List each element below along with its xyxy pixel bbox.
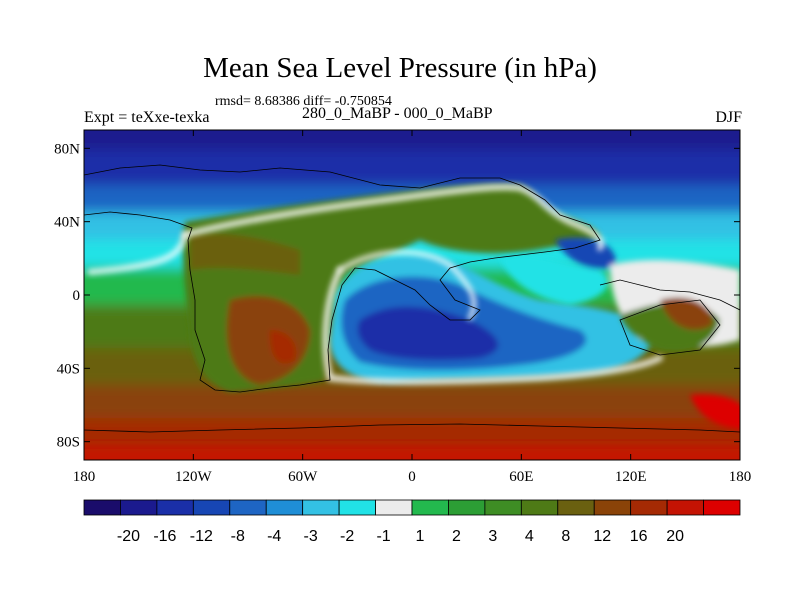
east-coastline <box>599 279 740 311</box>
colorbar-label: -12 <box>190 528 213 545</box>
y-tick-label: 40N <box>54 215 80 231</box>
colorbar-label: -16 <box>153 528 176 545</box>
east-continent-high <box>660 297 713 330</box>
continent-west-band <box>190 233 300 275</box>
y-tick-label: 80N <box>54 141 80 157</box>
tethys-ocean <box>330 255 653 383</box>
colorbar-swatch <box>557 499 595 516</box>
colorbar-swatch <box>593 499 632 516</box>
colorbar-label: 3 <box>488 528 497 545</box>
colorbar-swatch <box>156 499 194 516</box>
x-tick-label: 60W <box>288 469 318 485</box>
colorbar-swatch <box>83 499 121 516</box>
colorbar-swatch <box>229 499 267 516</box>
tethys-north-contour <box>337 249 477 321</box>
chart-title: Mean Sea Level Pressure (in hPa) <box>203 52 597 84</box>
difference-label: 280_0_MaBP - 000_0_MaBP <box>302 105 493 122</box>
north-shore-contour <box>182 184 605 251</box>
x-tick-label: 0 <box>408 469 416 485</box>
x-tick-label: 180 <box>73 469 96 485</box>
continent-core-high <box>269 330 297 364</box>
colorbar-swatch <box>448 499 486 516</box>
colorbar-swatch <box>375 499 413 516</box>
colorbar-label: 12 <box>593 528 611 545</box>
zero-contour <box>87 184 663 385</box>
colorbar-swatch <box>192 499 231 516</box>
southern-high-band <box>84 445 740 460</box>
coastline-outline <box>84 164 601 393</box>
y-tick-label: 40S <box>57 361 80 377</box>
colorbar-label: -8 <box>231 528 245 545</box>
colorbar-label: -1 <box>376 528 390 545</box>
east-island-outline <box>619 299 721 356</box>
colorbar-swatch <box>630 499 668 516</box>
colorbar: -20 -16 -12 -8 -4 -3 -2 -1 1 2 3 4 8 12 16 20 <box>83 499 741 545</box>
pangaea-landmass <box>182 183 600 392</box>
x-tick-label: 120E <box>615 469 647 485</box>
antarctic-coastline <box>84 423 740 433</box>
pressure-field <box>84 130 740 460</box>
x-tick-label: 60E <box>509 469 533 485</box>
colorbar-swatch <box>302 499 340 516</box>
stats-label: rmsd= 8.68386 diff= -0.750854 <box>215 94 392 109</box>
colorbar-swatch <box>703 499 741 516</box>
season-label: DJF <box>715 109 742 126</box>
colorbar-label: -3 <box>304 528 318 545</box>
colorbar-label: 8 <box>561 528 570 545</box>
x-tick-label: 120W <box>175 469 213 485</box>
west-shore-contour <box>87 232 188 275</box>
experiment-label: Expt = teXxe-texka <box>84 109 210 126</box>
colorbar-label: -4 <box>267 528 281 545</box>
band-north-polar <box>84 150 740 190</box>
colorbar-label: 16 <box>630 528 648 545</box>
colorbar-swatch <box>411 499 449 516</box>
x-tick-label: 180 <box>729 469 752 485</box>
colorbar-label: 4 <box>525 528 534 545</box>
colorbar-label: -2 <box>340 528 354 545</box>
colorbar-swatch <box>484 499 522 516</box>
colorbar-label: 20 <box>666 528 684 545</box>
colorbar-swatch <box>338 499 376 516</box>
band-south-mid <box>84 385 740 420</box>
east-gulf-cyan <box>500 255 609 305</box>
band-arctic <box>84 130 740 155</box>
colorbar-label: 1 <box>416 528 425 545</box>
colorbar-label: -20 <box>117 528 140 545</box>
y-tick-label: 80S <box>57 435 80 451</box>
colorbar-swatch <box>520 499 559 516</box>
y-tick-label: 0 <box>73 288 81 304</box>
colorbar-swatch <box>120 499 158 516</box>
southeast-max-high <box>690 394 740 430</box>
colorbar-swatch <box>265 499 304 516</box>
colorbar-swatch <box>666 499 704 516</box>
south-shore-contour <box>322 267 663 385</box>
colorbar-label: 2 <box>452 528 461 545</box>
x-axis: 180 120W 60W 0 60E 120E 180 <box>73 130 752 485</box>
y-axis: 80N 40N 0 40S 80S <box>54 141 740 451</box>
